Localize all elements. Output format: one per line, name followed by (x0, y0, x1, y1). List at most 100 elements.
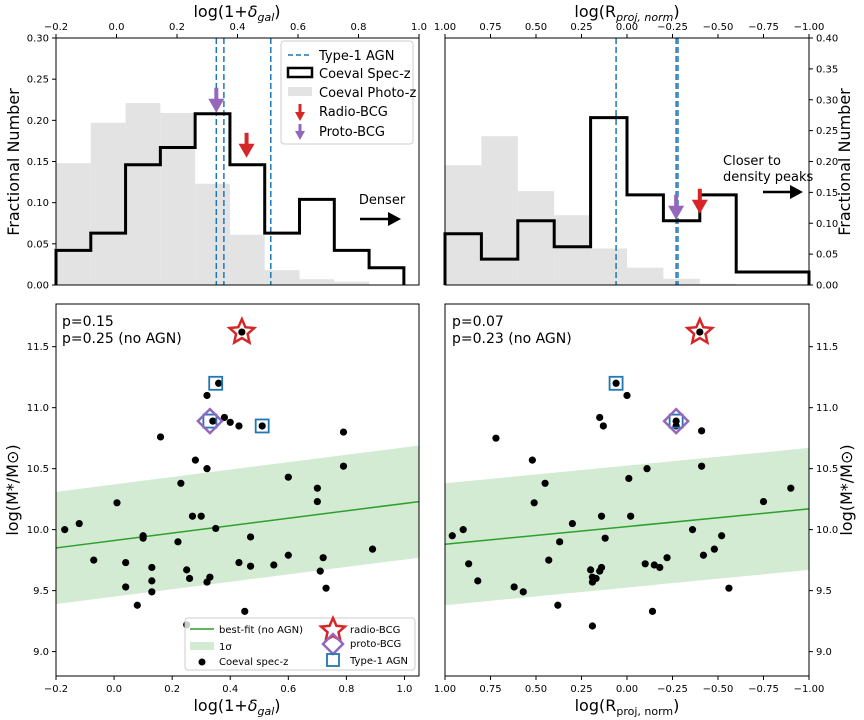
x-tick-label: −1.00 (794, 22, 825, 33)
data-point (698, 427, 706, 435)
legend-bottom: best-fit (no AGN) 1σ Coeval spec-z radio… (184, 614, 416, 671)
y-tick-label: 11.0 (816, 403, 838, 414)
x-tick-label: 1.0 (397, 684, 413, 695)
legend-label: Coeval Spec-z (319, 67, 411, 82)
type1-agn-square-icon (202, 413, 218, 429)
y-tick-label: 9.5 (33, 586, 49, 597)
coeval-spec-z-points (448, 328, 795, 630)
y-tick-label: 10.0 (816, 525, 838, 536)
x-tick-label: 0.8 (351, 22, 367, 33)
data-point (258, 422, 266, 430)
data-point (612, 379, 620, 387)
photo-z-bar (56, 163, 91, 285)
x-axis-bottom-ticks: −0.2 0.0 0.2 0.4 0.6 0.8 1.0 (44, 676, 413, 695)
data-point (643, 465, 651, 473)
y-tick-label: 0.05 (816, 250, 838, 261)
data-point (519, 588, 527, 596)
legend-label: Coeval spec-z (219, 657, 288, 668)
y-axis-left-ticks: 0.00 0.05 0.10 0.15 0.20 0.25 0.30 (27, 34, 56, 292)
radio-bcg-arrow-icon (238, 132, 255, 158)
data-point (696, 328, 704, 336)
photo-z-bar (125, 103, 161, 285)
legend-photo-box (288, 87, 312, 96)
legend-spec-box (286, 66, 314, 79)
x-tick-label: 0.2 (169, 22, 185, 33)
scatter-rproj-panel: 1.00 0.75 0.50 0.25 0.00 −0.25 −0.50 −0.75 −1.00… (434, 303, 856, 718)
x-tick-label: −0.50 (703, 22, 734, 33)
axes-frame (55, 303, 420, 677)
x-axis-top-ticks: 1.00 0.75 0.50 0.25 0.00 −0.25 −0.50 −0.75 −1.00 (434, 22, 824, 38)
data-point (688, 526, 697, 534)
data-point (656, 563, 664, 572)
legend-label: proto-BCG (350, 639, 401, 650)
data-point (212, 524, 220, 533)
y-axis-title: log(M*/M⊙) (3, 444, 22, 535)
data-point (203, 391, 211, 400)
x-tick-label: 0.00 (616, 22, 638, 33)
data-point (556, 538, 564, 546)
data-point (623, 391, 631, 400)
y-axis-right-ticks: 0.00 0.05 0.10 0.15 0.20 0.25 0.30 0.35 0.40 (809, 34, 838, 292)
photo-z-bar (160, 112, 196, 285)
data-point (185, 574, 194, 583)
data-point (220, 413, 229, 422)
data-point (61, 526, 69, 534)
legend-radio-arrow-icon (295, 104, 305, 121)
photo-z-bar (481, 136, 518, 285)
legend-square-icon (326, 653, 340, 667)
data-point (246, 533, 255, 541)
data-point (235, 422, 243, 430)
y-tick-label: 0.15 (816, 188, 838, 199)
best-fit-line (444, 508, 810, 546)
data-point (191, 456, 199, 464)
data-point (339, 462, 348, 470)
stat-p-all: p=0.07 (452, 314, 504, 330)
data-point (448, 532, 456, 540)
data-point (787, 484, 795, 492)
legend-star-icon (318, 614, 348, 643)
data-point (588, 622, 597, 630)
legend-label: 1σ (219, 642, 232, 653)
x-axis-top-ticks: −0.2 0.0 0.2 0.4 0.6 0.8 1.0 (44, 22, 427, 38)
photo-z-bar (590, 248, 627, 285)
y-tick-label: 0.30 (816, 95, 838, 106)
data-point (156, 433, 165, 441)
y-tick-label: 9.5 (816, 586, 832, 597)
closer-annotation-line1: Closer to (723, 154, 781, 169)
data-point (587, 566, 595, 574)
x-tick-label: 0.4 (230, 22, 246, 33)
y-tick-label: 0.25 (816, 126, 838, 137)
best-fit-line (55, 500, 420, 549)
x-tick-label: 0.75 (479, 22, 501, 33)
photo-z-bar (663, 278, 700, 285)
radio-bcg-star-icon (226, 315, 258, 346)
x-tick-label: 0.6 (290, 22, 306, 33)
photo-z-bar (334, 281, 370, 285)
x-tick-label: −0.75 (748, 22, 779, 33)
data-point (313, 484, 321, 492)
stat-p-no-agn: p=0.25 (no AGN) (62, 331, 182, 347)
x-axis-title: log(1+δgal) (193, 2, 280, 24)
type1-agn-square-icon (254, 418, 270, 434)
y-tick-label: 10.5 (27, 464, 49, 475)
data-point (313, 497, 321, 506)
data-point (316, 567, 324, 575)
data-point (492, 434, 500, 442)
scatter-density-panel: −0.2 0.0 0.2 0.4 0.6 0.8 1.0 9.0 9.5 10.0 10.5 11.… (3, 303, 420, 718)
x-tick-label: 0.25 (570, 684, 592, 695)
legend-dot (198, 658, 206, 666)
data-point (339, 428, 348, 436)
photo-z-bar (627, 267, 664, 285)
data-point (226, 418, 234, 426)
legend-label: Coeval Photo-z (319, 86, 416, 101)
type1-agn-square-icon (668, 413, 684, 429)
y-tick-label: 0.25 (27, 75, 49, 86)
photo-z-bar (299, 279, 335, 285)
data-point (270, 561, 278, 569)
data-point (545, 556, 553, 564)
x-tick-label: 0.4 (222, 684, 238, 695)
x-axis-bottom-ticks: 1.00 0.75 0.50 0.25 0.00 −0.25 −0.50 −0.75 −1.00 (434, 676, 824, 695)
photo-z-bar (699, 283, 737, 285)
proto-bcg-arrow-icon (208, 87, 225, 113)
